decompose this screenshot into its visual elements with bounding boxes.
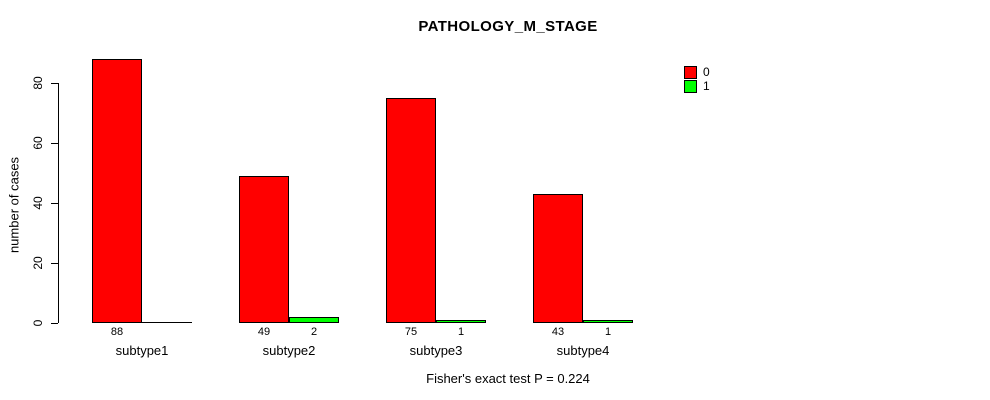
x-axis-label-subtype2: subtype2 [262,343,316,358]
bar-0-subtype3 [386,98,436,323]
legend-label-0: 0 [703,65,710,79]
chart-title: PATHOLOGY_M_STAGE [418,18,598,35]
legend-swatch-red [684,66,697,79]
x-axis-label-subtype3: subtype3 [409,343,463,358]
x-axis-label-subtype1: subtype1 [115,343,169,358]
bar-1-subtype3 [436,320,486,323]
y-tick-label-0: 0 [31,319,45,327]
fisher-test-annotation: Fisher's exact test P = 0.224 [426,371,590,386]
y-tick-label-40: 40 [31,196,45,210]
legend-item-0: 0 [684,66,710,79]
y-tick-80 [51,83,58,84]
bar-value-label-0-subtype2: 49 [257,326,271,338]
y-tick-label-60: 60 [31,136,45,150]
bar-1-subtype1 [142,322,192,323]
y-tick-label-20: 20 [31,256,45,270]
bar-1-subtype4 [583,320,633,323]
bar-value-label-0-subtype1: 88 [110,326,124,338]
y-tick-20 [51,263,58,264]
bar-value-label-0-subtype4: 43 [551,326,565,338]
legend-label-1: 1 [703,79,710,93]
bar-1-subtype2 [289,317,339,323]
y-tick-0 [51,323,58,324]
bar-value-label-1-subtype2: 2 [310,326,318,338]
y-axis-line [58,83,59,323]
bar-value-label-1-subtype4: 1 [604,326,612,338]
legend: 0 1 [684,66,710,94]
y-tick-60 [51,143,58,144]
legend-swatch-green [684,80,697,93]
y-axis-label: number of cases [6,156,22,254]
bar-0-subtype2 [239,176,289,323]
bar-0-subtype1 [92,59,142,323]
bar-0-subtype4 [533,194,583,323]
y-tick-40 [51,203,58,204]
y-tick-label-80: 80 [31,76,45,90]
bar-value-label-1-subtype3: 1 [457,326,465,338]
legend-item-1: 1 [684,80,710,93]
x-axis-label-subtype4: subtype4 [556,343,610,358]
bar-value-label-0-subtype3: 75 [404,326,418,338]
